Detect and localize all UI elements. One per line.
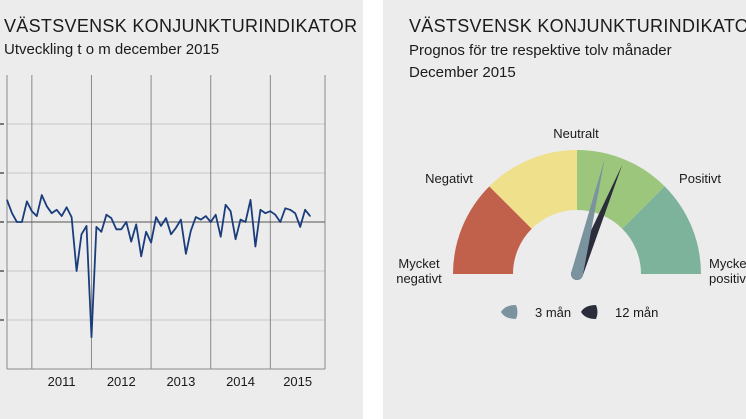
data-point xyxy=(105,214,107,216)
data-point xyxy=(205,215,207,217)
data-point xyxy=(195,216,197,218)
gauge-zone xyxy=(453,186,532,274)
data-point xyxy=(229,210,232,212)
x-tick-label: 2014 xyxy=(226,374,255,389)
gauge-chart: Mycket negativt Negativt Neutralt Positivt My… xyxy=(396,126,746,320)
data-point xyxy=(70,216,73,218)
data-point xyxy=(210,221,212,223)
data-point xyxy=(239,218,242,221)
data-point xyxy=(289,209,291,211)
data-point xyxy=(46,205,48,207)
line-chart-panel: VÄSTSVENSK KONJUNKTURINDIKATOR Utvecklin… xyxy=(0,0,363,419)
data-point xyxy=(150,241,152,244)
data-point xyxy=(254,245,257,248)
data-point xyxy=(225,204,227,206)
data-point xyxy=(215,214,217,216)
data-point xyxy=(130,241,132,243)
line-chart: 2011 2012 2013 2014 2015 xyxy=(0,75,326,389)
data-point xyxy=(200,218,202,221)
series-line xyxy=(6,194,311,339)
data-point xyxy=(185,253,187,255)
gauge-zone xyxy=(489,150,577,229)
data-point xyxy=(90,336,93,338)
data-point xyxy=(170,233,172,235)
gauge-zone-label: Mycket negativt xyxy=(396,256,442,286)
data-point xyxy=(56,209,58,211)
gauge-zone xyxy=(622,186,701,274)
data-point xyxy=(11,212,13,214)
data-point xyxy=(155,216,157,218)
gauge-zone-label: Negativt xyxy=(425,171,473,186)
gauge-date: December 2015 xyxy=(409,64,516,81)
chart-subtitle: Utveckling t o m december 2015 xyxy=(4,41,220,58)
data-point xyxy=(190,230,192,232)
data-point xyxy=(75,270,78,272)
data-point xyxy=(26,200,28,203)
data-point xyxy=(274,214,276,216)
legend-label: 12 mån xyxy=(615,305,658,320)
data-point xyxy=(16,221,18,223)
data-point xyxy=(160,225,162,227)
data-point xyxy=(279,221,281,223)
data-point xyxy=(220,236,222,238)
data-point xyxy=(299,226,301,228)
data-point xyxy=(165,217,167,219)
data-point xyxy=(284,207,286,209)
data-point xyxy=(180,218,182,221)
data-point xyxy=(264,212,266,214)
data-point xyxy=(61,215,63,217)
legend-label: 3 mån xyxy=(535,305,571,320)
data-point xyxy=(140,255,142,257)
data-point xyxy=(115,228,117,230)
gauge-zone-label: Neutralt xyxy=(553,126,599,141)
data-point xyxy=(234,238,237,240)
gauge-panel: VÄSTSVENSK KONJUNKTURINDIKATOR Prognos f… xyxy=(383,0,746,419)
data-point xyxy=(66,206,68,208)
data-point xyxy=(21,221,23,223)
data-point xyxy=(125,221,127,223)
data-point xyxy=(100,231,103,233)
data-point xyxy=(135,223,137,226)
data-point xyxy=(95,226,98,228)
x-tick-label: 2013 xyxy=(166,374,195,389)
gauge-subtitle: Prognos för tre respektive tolv månader xyxy=(409,42,672,59)
gauge-needle xyxy=(570,159,605,281)
data-point xyxy=(41,194,43,196)
data-point xyxy=(244,221,247,223)
gauge-zone-label: Positivt xyxy=(679,171,721,186)
data-point xyxy=(249,199,252,201)
data-point xyxy=(259,209,262,211)
data-point xyxy=(294,212,296,214)
data-point xyxy=(304,209,306,211)
data-point xyxy=(309,215,311,217)
x-tick-label: 2011 xyxy=(48,374,76,389)
data-point xyxy=(36,215,38,217)
data-point xyxy=(80,233,83,235)
data-point xyxy=(110,217,112,219)
gauge-title: VÄSTSVENSK KONJUNKTURINDIKATOR xyxy=(409,16,746,36)
x-tick-label: 2015 xyxy=(283,374,312,389)
data-point xyxy=(269,210,271,212)
data-point xyxy=(6,199,8,201)
data-point xyxy=(31,210,33,212)
x-tick-label: 2012 xyxy=(107,374,136,389)
data-point xyxy=(51,212,53,214)
gauge-zone-label: Mycketpositivt xyxy=(709,256,746,286)
chart-title: VÄSTSVENSK KONJUNKTURINDIKATOR xyxy=(4,16,358,36)
data-point xyxy=(145,231,147,233)
data-point xyxy=(120,228,122,230)
gauge-zone xyxy=(577,150,665,229)
legend-swatch xyxy=(581,305,598,319)
data-point xyxy=(85,225,88,227)
legend-swatch xyxy=(501,305,518,319)
data-point xyxy=(175,227,177,229)
